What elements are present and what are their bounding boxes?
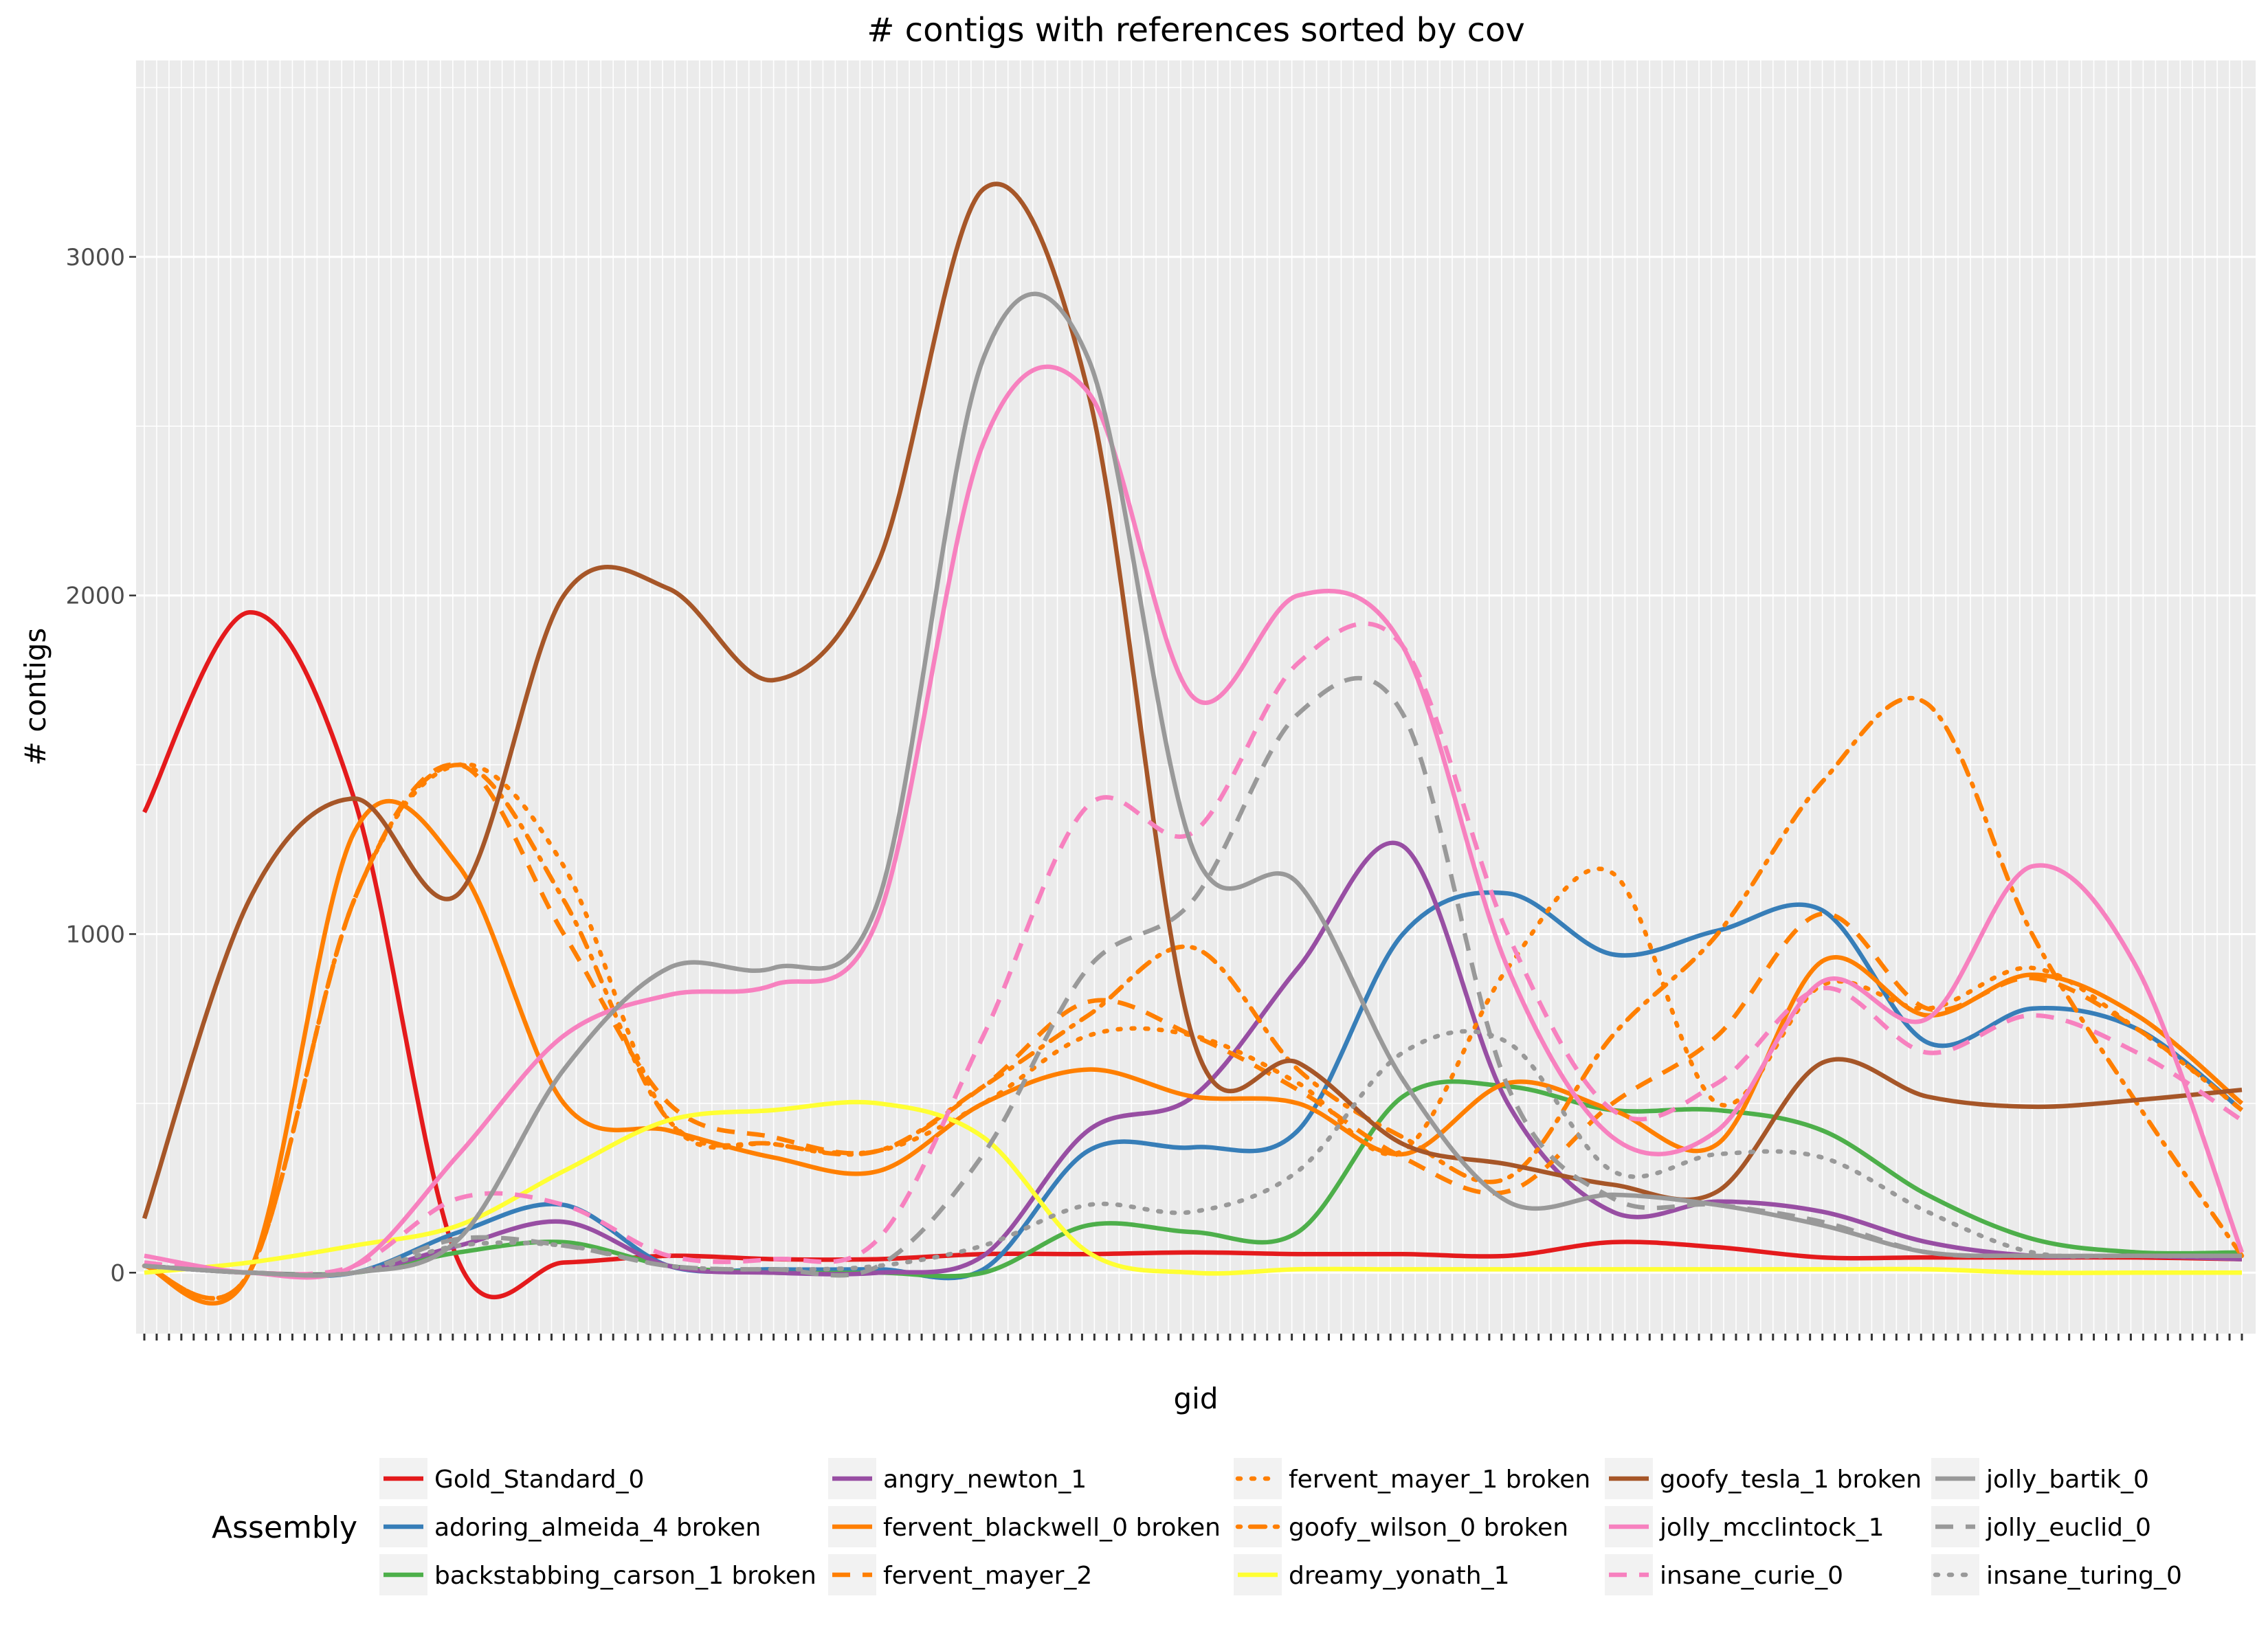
chart-title: # contigs with references sorted by cov — [867, 11, 1525, 49]
legend-label: goofy_wilson_0 broken — [1289, 1514, 1568, 1542]
legend-label: jolly_mcclintock_1 — [1659, 1514, 1885, 1542]
series-line-10 — [144, 364, 2245, 1280]
legend-title: Assembly — [212, 1510, 357, 1545]
series-line-11 — [144, 621, 2243, 1277]
legend-label: angry_newton_1 — [883, 1466, 1087, 1494]
legend-label: insane_turing_0 — [1986, 1562, 2182, 1590]
legend-label: fervent_mayer_2 — [883, 1562, 1092, 1590]
series-line-2 — [144, 1079, 2243, 1279]
legend-label: jolly_bartik_0 — [1986, 1466, 2149, 1494]
y-axis-label: # contigs — [19, 628, 52, 766]
y-tick-label: 2000 — [65, 583, 125, 610]
series-line-7 — [142, 696, 2245, 1301]
series-lines — [142, 181, 2245, 1306]
legend-label: jolly_euclid_0 — [1986, 1514, 2151, 1542]
series-line-4 — [144, 798, 2244, 1306]
x-axis-label: gid — [1174, 1382, 1219, 1415]
series-line-8 — [144, 1099, 2242, 1276]
series-line-5 — [144, 762, 2243, 1301]
x-axis-ticks — [143, 1334, 2243, 1340]
y-tick-label: 0 — [110, 1259, 125, 1287]
series-line-12 — [144, 291, 2242, 1278]
series-line-1 — [144, 890, 2243, 1281]
legend-label: fervent_mayer_1 broken — [1289, 1466, 1590, 1494]
legend-label: fervent_blackwell_0 broken — [883, 1514, 1221, 1542]
legend-label: goofy_tesla_1 broken — [1660, 1466, 1922, 1494]
legend-label: dreamy_yonath_1 — [1289, 1562, 1510, 1590]
y-axis: 0 1000 2000 3000 — [65, 244, 136, 1287]
legend-label: backstabbing_carson_1 broken — [434, 1562, 816, 1590]
legend-items: Gold_Standard_0 adoring_almeida_4 broken b… — [379, 1458, 2182, 1595]
series-line-3 — [144, 840, 2243, 1277]
legend-label: Gold_Standard_0 — [434, 1466, 644, 1494]
series-line-14 — [142, 1029, 2245, 1277]
legend-label: insane_curie_0 — [1660, 1562, 1843, 1590]
legend: Assembly Gold_Standard_0 adoring_almeida_… — [212, 1458, 2182, 1595]
y-tick-label: 1000 — [65, 921, 125, 948]
legend-label: adoring_almeida_4 broken — [434, 1514, 761, 1542]
series-line-13 — [144, 675, 2242, 1278]
series-line-9 — [142, 181, 2243, 1220]
y-tick-label: 3000 — [65, 244, 125, 271]
